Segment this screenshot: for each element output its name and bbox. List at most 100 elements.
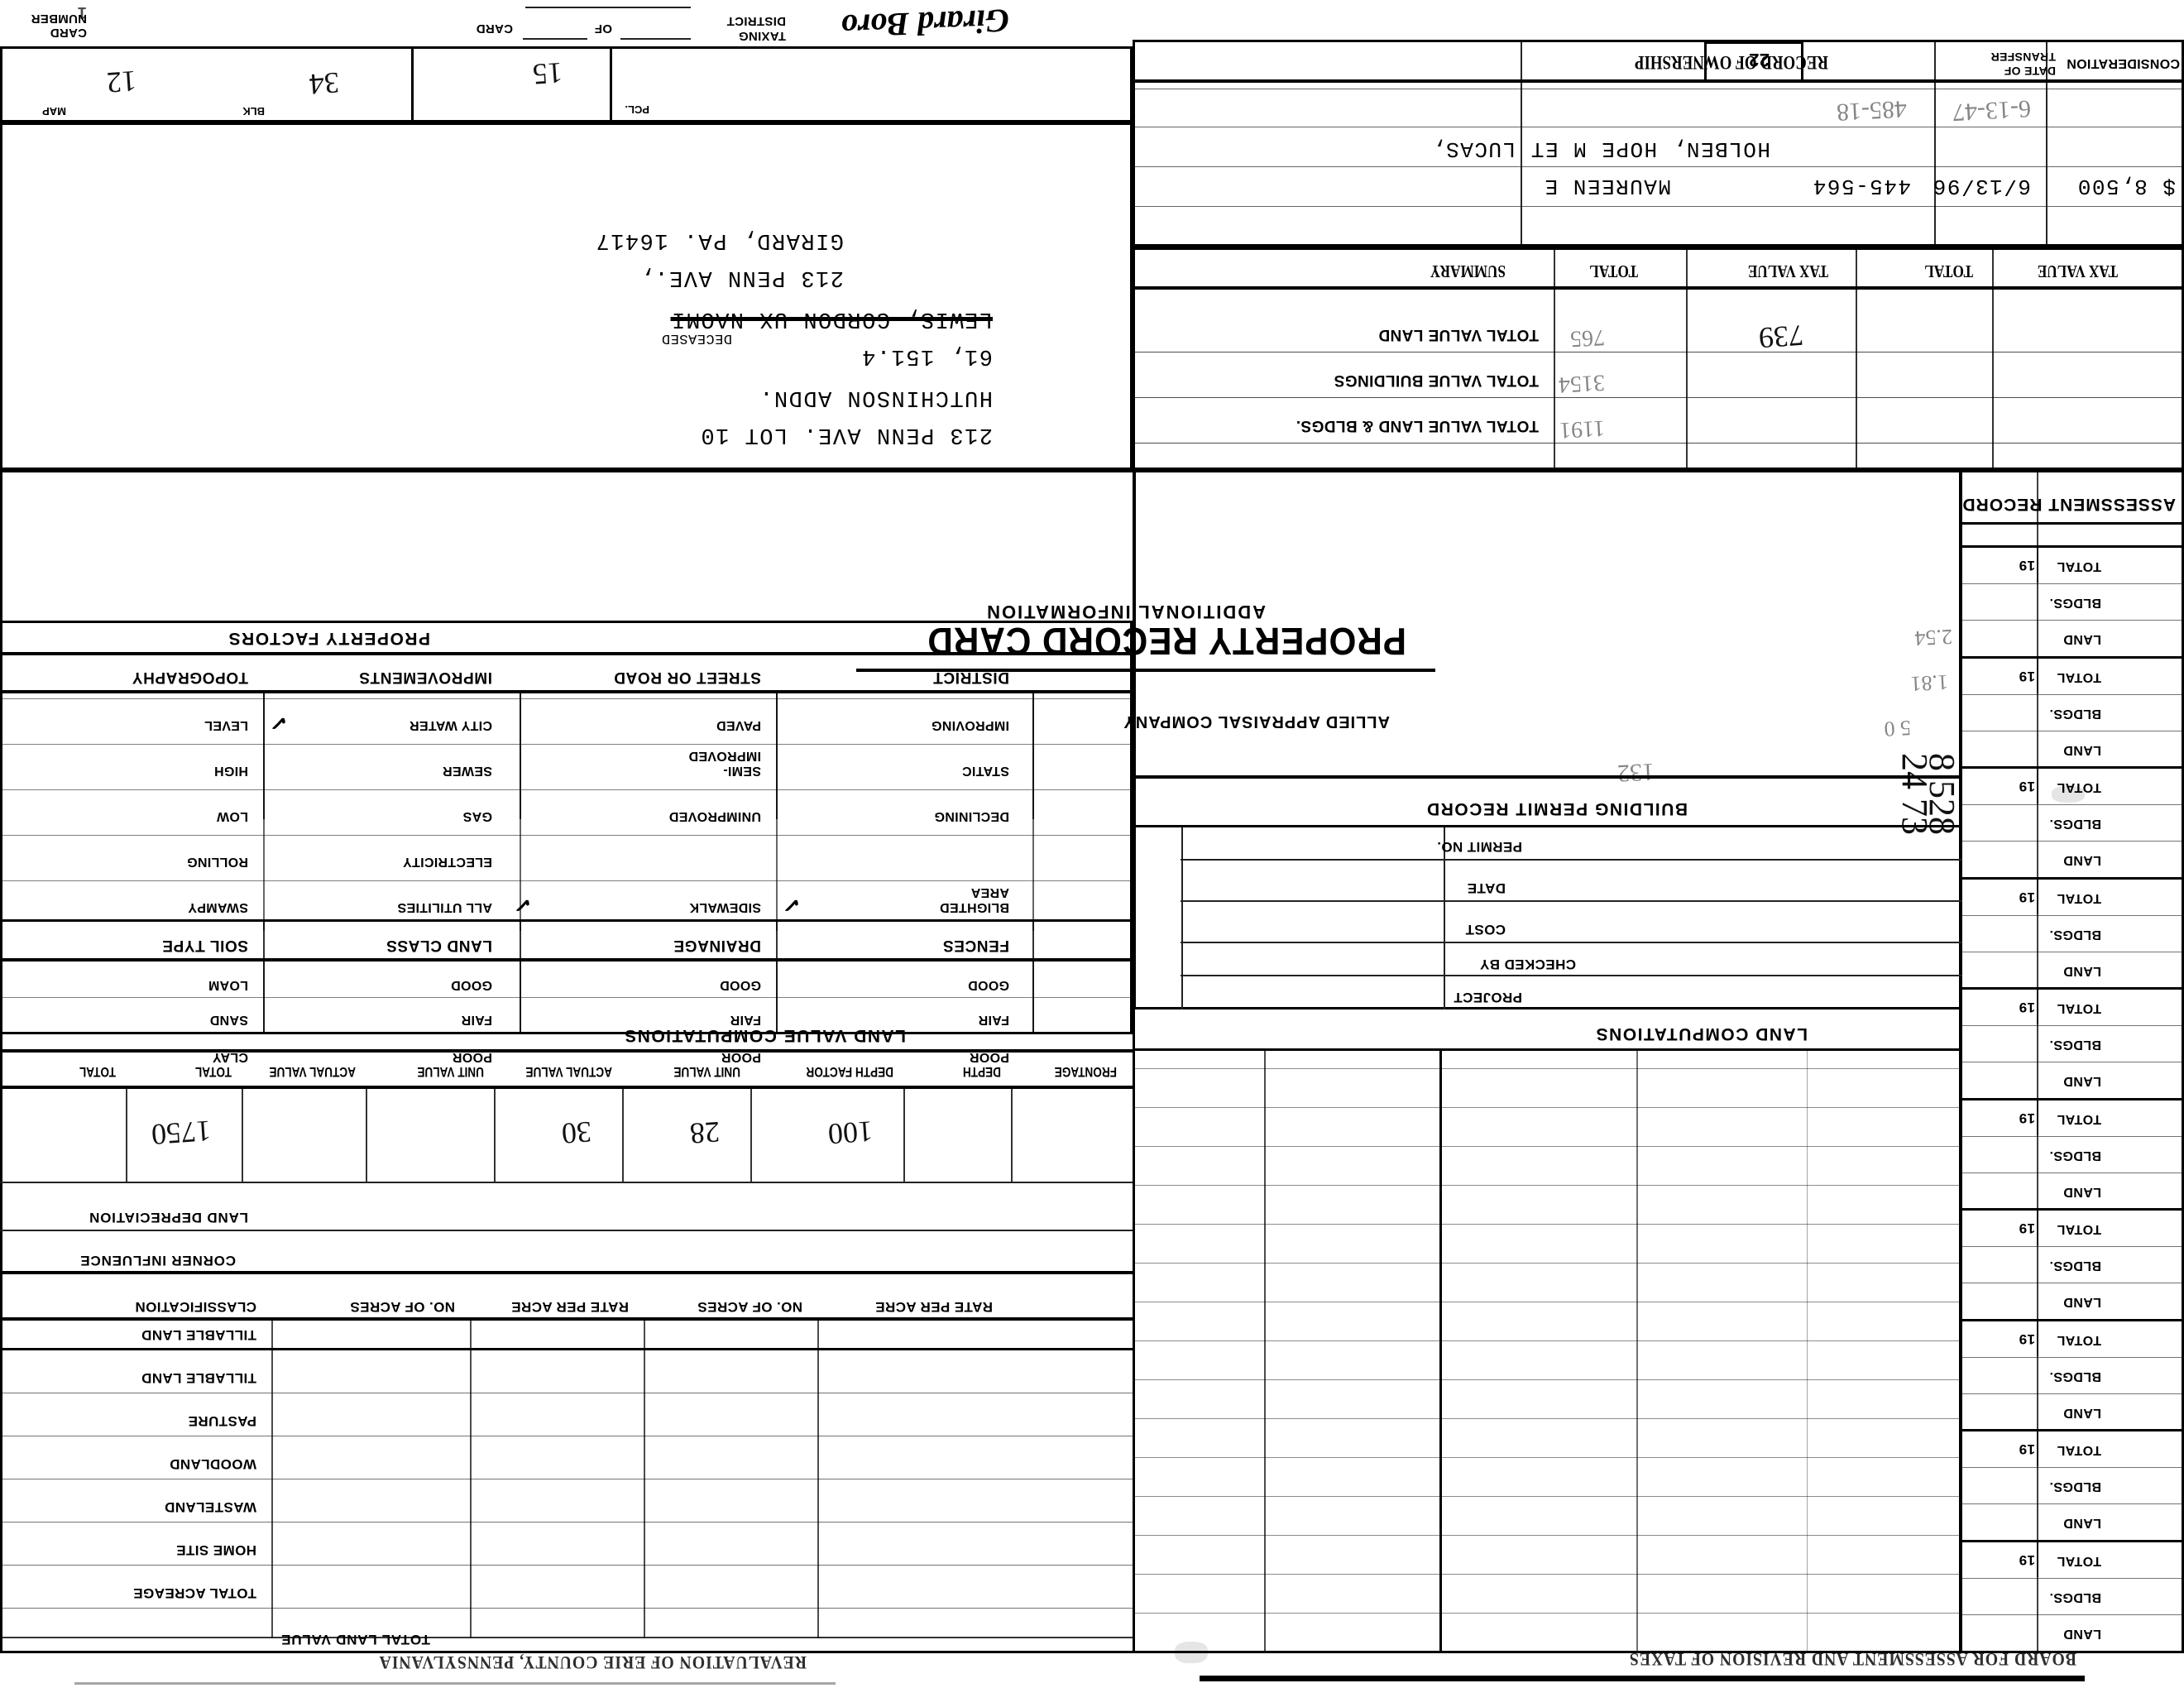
- rule-line: [126, 1089, 127, 1182]
- property-factor-option: SAND: [209, 1013, 248, 1027]
- rule-line: [1133, 1574, 1959, 1575]
- classification-column-header: RATE PER ACRE: [874, 1299, 993, 1315]
- owner-line: LEWIS, GORDON UX NAOMI: [670, 306, 993, 331]
- property-factor-column2-header: SOIL TYPE: [161, 937, 248, 954]
- land-computations-header: LAND COMPUTATIONS: [1595, 1024, 1808, 1043]
- property-factor-option: POOR: [969, 1050, 1009, 1064]
- property-factor-option: ROLLING: [186, 855, 248, 869]
- assessment-year-mark: 19: [2019, 1552, 2035, 1568]
- rule-line: [2037, 546, 2038, 583]
- rule-line: [1962, 1467, 2184, 1469]
- property-factor-column2-header: DRAINAGE: [673, 937, 761, 954]
- property-factor-option: FAIR: [730, 1013, 761, 1027]
- rule-line: [470, 1321, 472, 1638]
- taxing-district-value: Girard Boro: [840, 2, 1010, 46]
- summary-value: 3154: [1558, 369, 1606, 398]
- stamp-number: 22: [1748, 50, 1770, 70]
- rule-line: [1856, 247, 1857, 470]
- rule-line: [2037, 878, 2038, 914]
- rule-line: [1133, 1535, 1959, 1536]
- land-value-column-header: TOTAL: [194, 1064, 232, 1080]
- rule-line: [0, 1317, 1133, 1321]
- summary-panel: [1133, 247, 2184, 470]
- rule-line: [817, 1321, 819, 1638]
- rule-line: [1962, 1172, 2184, 1173]
- rule-line: [1521, 40, 1522, 247]
- assessment-row-label: TOTAL: [2057, 559, 2101, 574]
- rule-line: [1962, 1136, 2184, 1137]
- permit-checked-by-label: CHECKED BY: [1479, 957, 1576, 972]
- rule-line: [1934, 40, 1936, 247]
- ownership-col-consideration: CONSIDERATION: [2067, 56, 2180, 70]
- property-factor-checkmark: ✓: [268, 709, 290, 737]
- property-factor-column2-header: FENCES: [942, 937, 1009, 954]
- assessment-row-label: TOTAL: [2057, 1443, 2101, 1458]
- assessment-row-label: LAND: [2062, 1074, 2101, 1089]
- rule-line: [2037, 1430, 2038, 1467]
- land-value-column-header: DEPTH FACTOR: [806, 1064, 893, 1080]
- rule-line: [1133, 286, 2184, 290]
- classification-column-header: RATE PER ACRE: [510, 1299, 629, 1315]
- rule-line: [0, 919, 1133, 922]
- rule-line: [1962, 1393, 2184, 1394]
- rule-line: [1133, 1457, 1959, 1458]
- pcl-value: 15: [531, 55, 564, 92]
- property-factor-column-header: IMPROVEMENTS: [358, 669, 492, 686]
- property-factor-option: FAIR: [978, 1013, 1009, 1027]
- rule-line: [2037, 988, 2038, 1025]
- rule-line: [263, 691, 265, 931]
- rule-line: [1962, 766, 2184, 770]
- rule-line: [1962, 1540, 2184, 1542]
- land-value-column-header: TOTAL: [79, 1064, 116, 1080]
- property-factor-option: CLAY: [212, 1050, 248, 1064]
- land-value-cell: 28: [688, 1115, 721, 1151]
- handwritten-mark-b: 5 0: [1883, 716, 1912, 741]
- summary-row-label: TOTAL VALUE LAND: [1378, 326, 1539, 343]
- rule-line: [2037, 1320, 2038, 1356]
- property-factor-column-header: TOPOGRAPHY: [132, 669, 248, 686]
- assessment-year-mark: 19: [2019, 890, 2035, 905]
- summary-col-taxvalue-a: TAX VALUE: [1747, 261, 1828, 281]
- land-depreciation-label: LAND DEPRECIATION: [89, 1210, 248, 1225]
- classification-column-header: NO. OF ACRES: [350, 1299, 455, 1315]
- summary-col-total-b: TOTAL: [1924, 261, 1973, 281]
- rule-line: [1686, 247, 1688, 470]
- permit-project-label: PROJECT: [1453, 990, 1522, 1005]
- rule-line: [1133, 1418, 1959, 1419]
- rule-line: [1962, 1357, 2184, 1358]
- rule-line: [776, 958, 778, 1033]
- ownership-row-date: 6-13-47: [1952, 94, 2032, 127]
- rule-line: [2037, 657, 2038, 693]
- classification-row-label: HOME SITE: [175, 1542, 256, 1558]
- permit-no-label: PERMIT NO.: [1436, 839, 1522, 855]
- rule-line: [494, 1089, 496, 1182]
- classification-column-header: CLASSIFICATION: [135, 1299, 256, 1315]
- property-factor-option: ELECTRICITY: [402, 855, 492, 869]
- property-factor-option: HIGH: [213, 764, 248, 778]
- rule-line: [2037, 1209, 2038, 1246]
- rule-line: [1133, 1185, 1959, 1186]
- rule-line: [1133, 79, 2184, 83]
- property-factor-option: GAS: [462, 809, 492, 823]
- rule-line: [1962, 694, 2184, 695]
- assessment-record-header: ASSESSMENT RECORD: [1961, 495, 2176, 514]
- rule-line: [1962, 1208, 2184, 1211]
- property-factor-option: PAVED: [716, 718, 761, 732]
- property-factor-option: GOOD: [719, 978, 761, 992]
- property-factor-option: LOW: [216, 809, 248, 823]
- land-value-cell: 1750: [150, 1114, 213, 1152]
- property-factor-option: SIDEWALK: [689, 900, 761, 914]
- building-permit-header: BUILDING PERMIT RECORD: [1425, 799, 1688, 818]
- property-factor-option: GOOD: [967, 978, 1009, 992]
- rule-line: [1962, 915, 2184, 916]
- land-value-column-header: FRONTAGE: [1054, 1064, 1117, 1080]
- property-factor-option: FAIR: [461, 1013, 492, 1027]
- property-factor-option: DECLINING: [934, 809, 1009, 823]
- card-id-strip: [0, 46, 1133, 122]
- property-factor-option: LEVEL: [204, 718, 248, 732]
- property-factor-option: BLIGHTED AREA: [939, 885, 1009, 914]
- taxing-district-label: TAXING DISTRICT: [726, 14, 786, 43]
- owner-address-panel: [0, 122, 1133, 470]
- land-value-cell: 100: [826, 1115, 874, 1151]
